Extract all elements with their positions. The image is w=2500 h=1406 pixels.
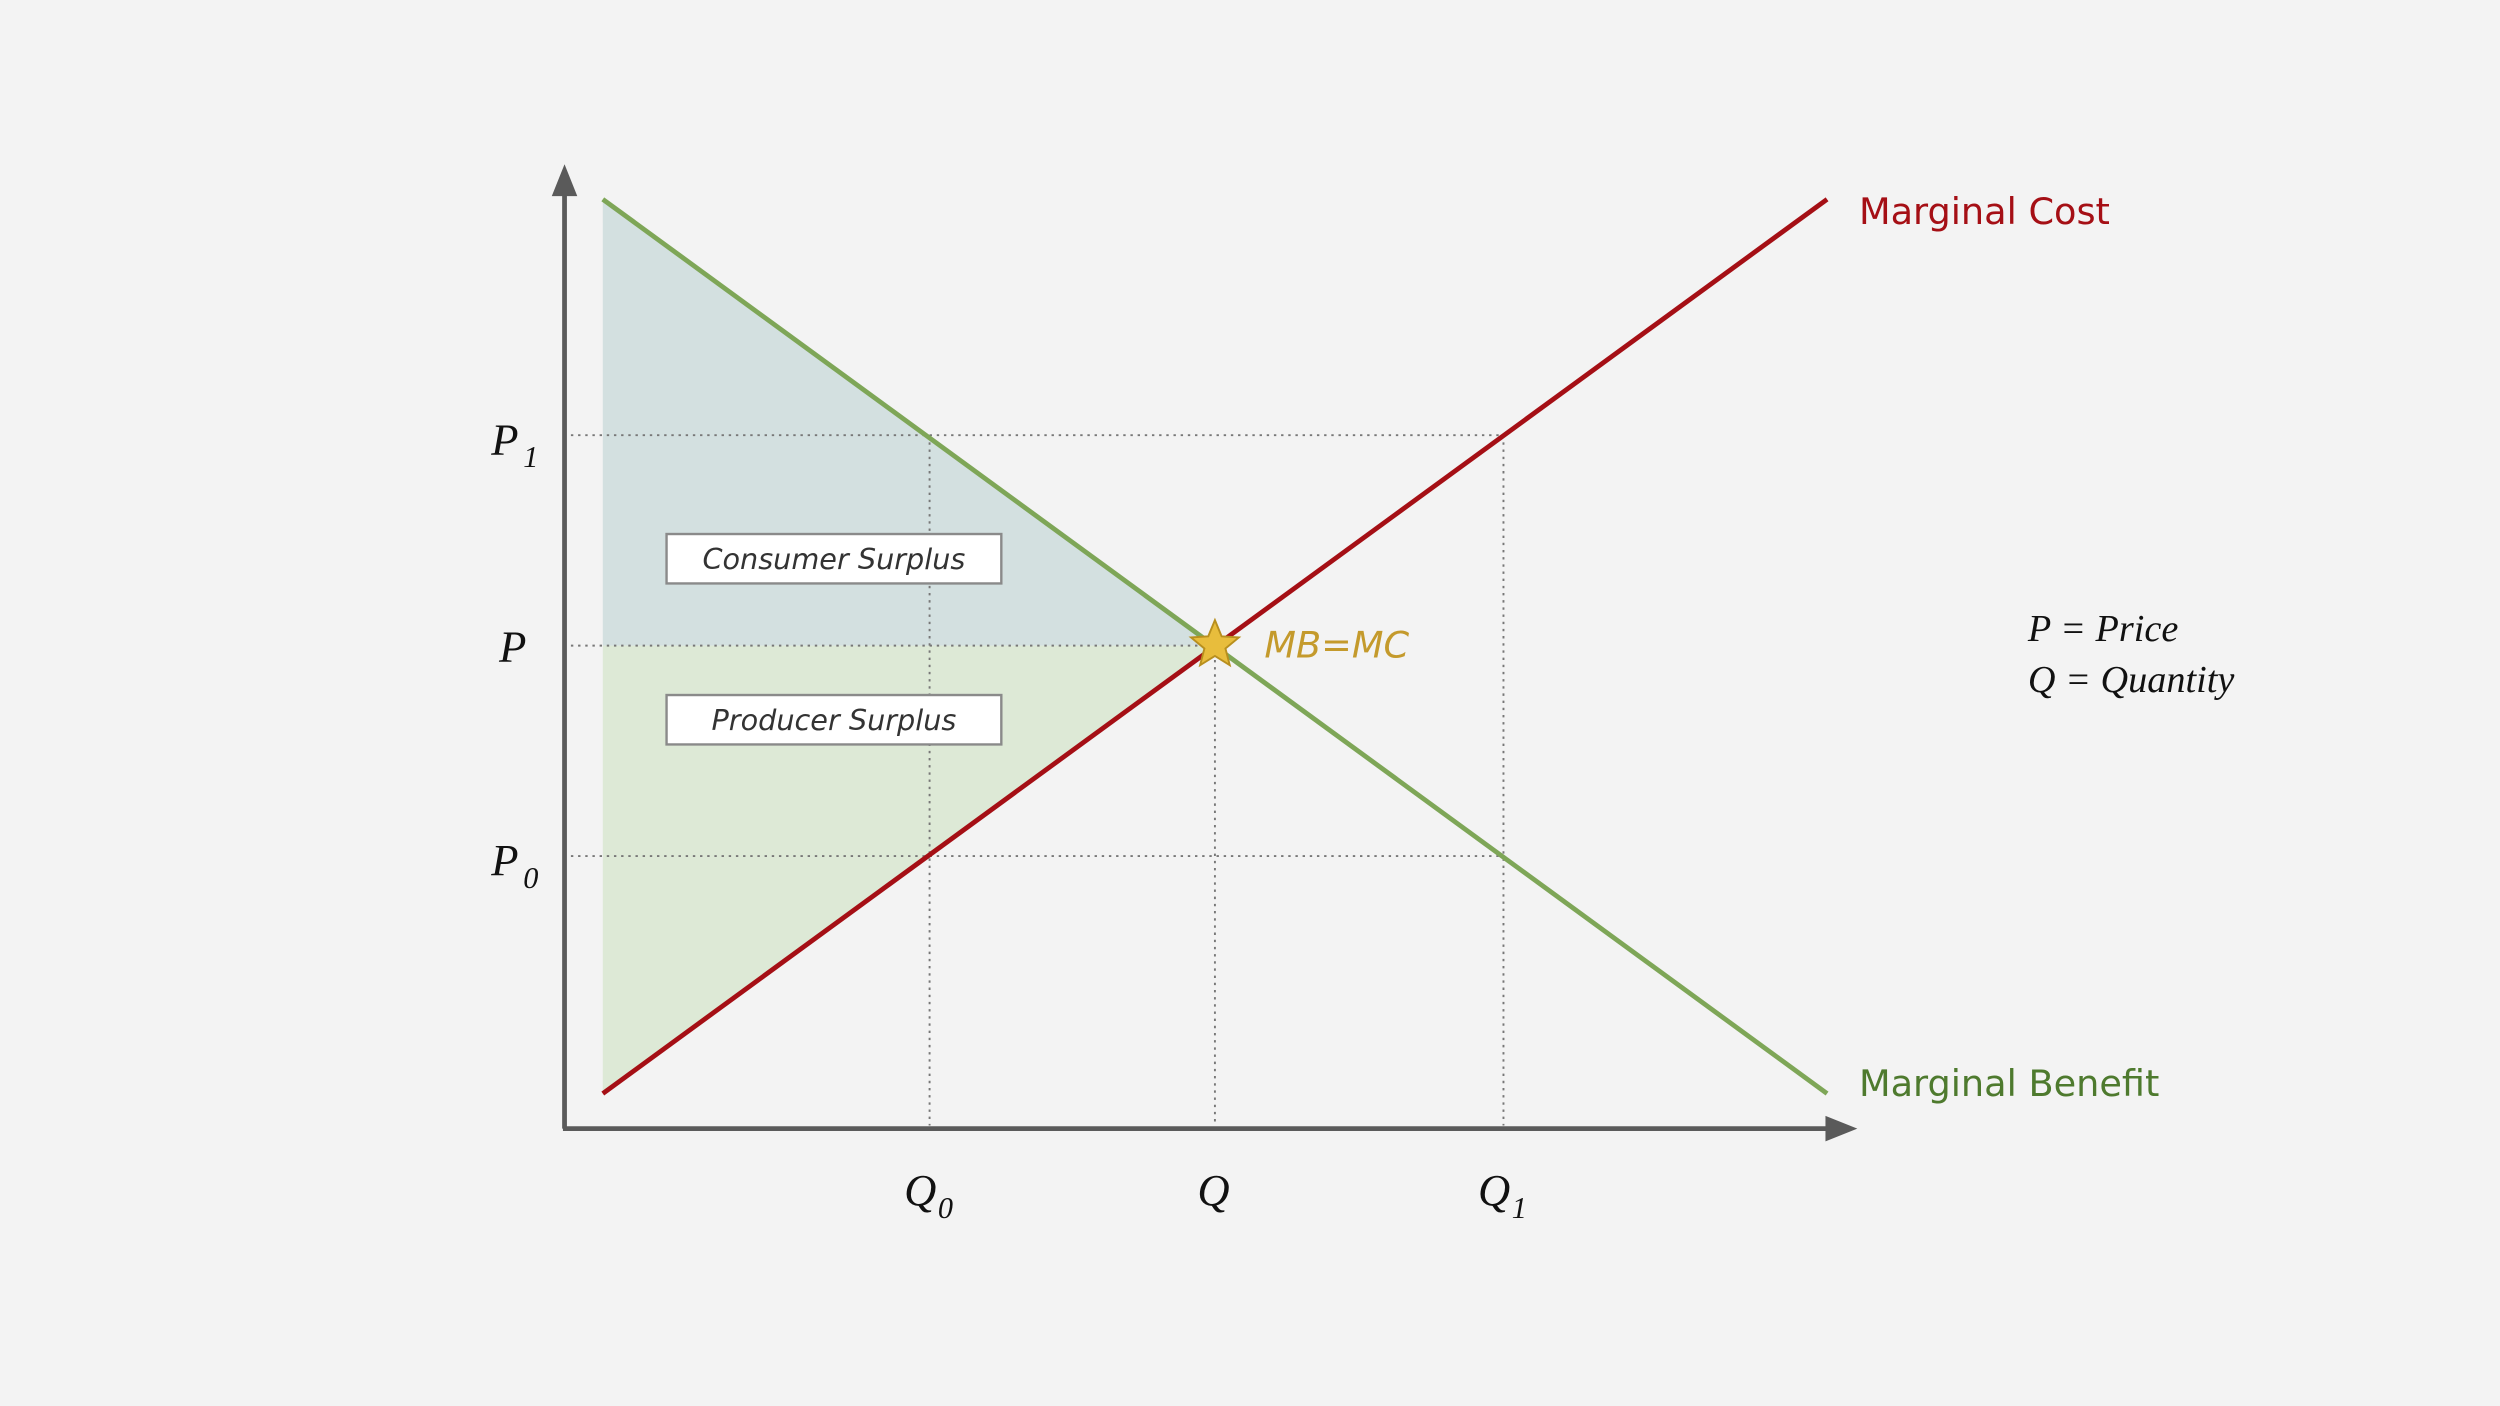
legend-entry: P = Price	[2027, 608, 2178, 650]
price-label-sub: 0	[523, 861, 538, 895]
equilibrium-star	[1188, 617, 1242, 668]
quantity-label: Q1	[1478, 1165, 1527, 1225]
price-label-base: P	[490, 414, 518, 464]
price-label-base: P	[498, 622, 526, 672]
price-label-base: P	[490, 835, 518, 885]
quantity-label-base: Q	[1197, 1165, 1229, 1215]
quantity-label-sub: 1	[1512, 1191, 1527, 1225]
quantity-label: Q0	[904, 1165, 953, 1225]
quantity-label-base: Q	[904, 1165, 936, 1215]
marginal-benefit-label: Marginal Benefit	[1859, 1062, 2159, 1105]
quantity-label-sub: 0	[938, 1191, 953, 1225]
producer-surplus-label: Producer Surplus	[712, 703, 957, 737]
quantity-label-base: Q	[1478, 1165, 1510, 1215]
producer-surplus-box	[665, 693, 1003, 746]
legend-entry: Q = Quantity	[2028, 659, 2234, 701]
consumer-surplus-box	[665, 532, 1003, 585]
equilibrium-label: MB=MC	[1264, 624, 1409, 667]
price-label-sub: 1	[523, 440, 538, 474]
quantity-label: Q	[1197, 1165, 1229, 1215]
marginal-cost-label: Marginal Cost	[1859, 190, 2110, 233]
price-label: P	[498, 622, 526, 672]
consumer-surplus-label: Consumer Surplus	[702, 542, 965, 576]
y-axis-arrow	[551, 164, 578, 197]
x-axis-arrow	[1825, 1115, 1858, 1142]
